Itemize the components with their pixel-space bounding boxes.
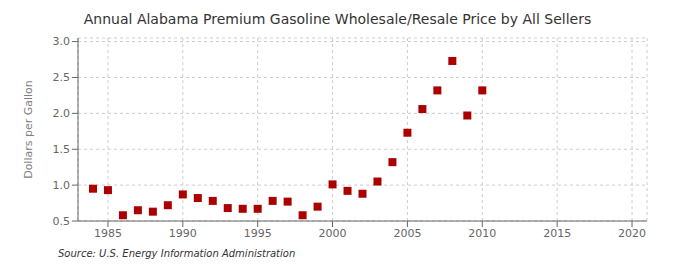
svg-text:1.0: 1.0 bbox=[53, 179, 71, 192]
svg-text:2.5: 2.5 bbox=[53, 71, 71, 84]
svg-text:2.0: 2.0 bbox=[53, 107, 71, 120]
svg-text:1.5: 1.5 bbox=[53, 143, 71, 156]
svg-text:Dollars per Gallon: Dollars per Gallon bbox=[22, 80, 35, 179]
svg-text:2010: 2010 bbox=[468, 227, 496, 240]
svg-text:0.5: 0.5 bbox=[53, 215, 71, 228]
html-text:Annual Alabama Premium Gasolin: Annual Alabama Premium Gasoline Wholesal… bbox=[83, 11, 592, 27]
svg-text:2000: 2000 bbox=[319, 227, 347, 240]
svg-text:2015: 2015 bbox=[543, 227, 571, 240]
svg-text:1985: 1985 bbox=[94, 227, 122, 240]
svg-text:3.0: 3.0 bbox=[53, 35, 71, 48]
html-text:Source: U.S. Energy Informatio: Source: U.S. Energy Information Administ… bbox=[58, 248, 296, 259]
svg-text:1990: 1990 bbox=[169, 227, 197, 240]
svg-text:2005: 2005 bbox=[393, 227, 421, 240]
svg-text:1995: 1995 bbox=[244, 227, 272, 240]
svg-text:2020: 2020 bbox=[618, 227, 646, 240]
